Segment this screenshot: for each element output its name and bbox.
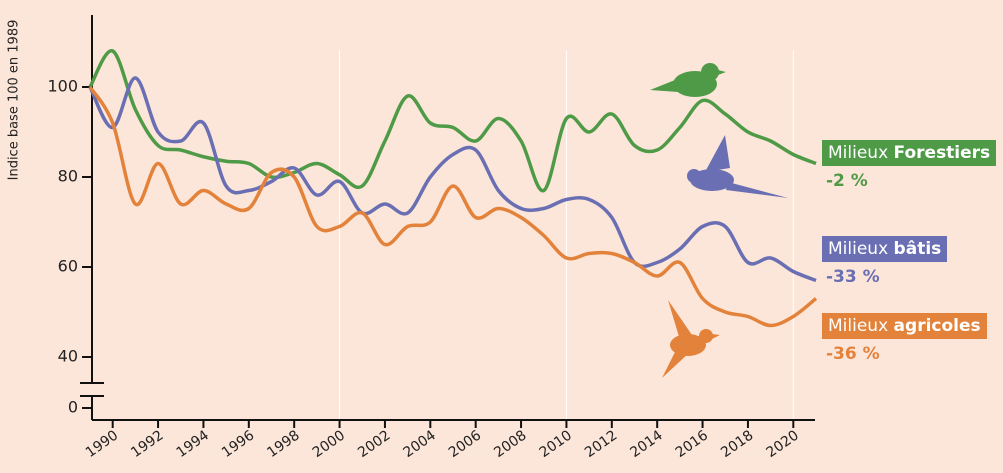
x-tick-label: 2014 [627,427,665,461]
x-tick-label: 1990 [83,427,121,461]
series-line [88,86,818,328]
legend-label: Milieux agricoles [822,313,987,339]
series-line [88,76,817,283]
x-tick-label: 2004 [401,427,439,461]
legend-label: Milieux bâtis [822,236,948,262]
series-line [88,49,817,193]
x-tick-label: 1992 [128,427,166,461]
y-tick-label: 80 [58,167,78,186]
change-label: -33 % [826,267,880,287]
axis-break-gap [89,384,95,395]
y-tick-label: 100 [47,77,78,96]
x-tick-label: 2018 [718,427,756,461]
x-tick-label: 1998 [264,427,302,461]
y-axis-label: Indice base 100 en 1989 [7,20,22,181]
x-tick-label: 1994 [174,427,212,461]
change-label: -2 % [826,171,868,191]
x-tick-label: 2016 [673,427,711,461]
x-tick-label: 1996 [219,427,257,461]
y-tick-label: 60 [58,257,78,276]
x-tick-label: 2012 [582,427,620,461]
bird-urban [687,135,788,198]
bird-forest [650,63,726,97]
x-tick-label: 2010 [537,427,575,461]
y-tick-label: 0 [68,398,78,417]
y-tick-label: 40 [58,347,78,366]
legend-label: Milieux Forestiers [822,140,997,166]
x-tick-label: 2006 [446,427,484,461]
x-tick-label: 2000 [310,427,348,461]
x-tick-label: 2008 [491,427,529,461]
change-label: -36 % [826,344,880,364]
bird-agri [662,300,720,378]
x-tick-label: 2002 [355,427,393,461]
x-tick-label: 2020 [764,427,802,461]
